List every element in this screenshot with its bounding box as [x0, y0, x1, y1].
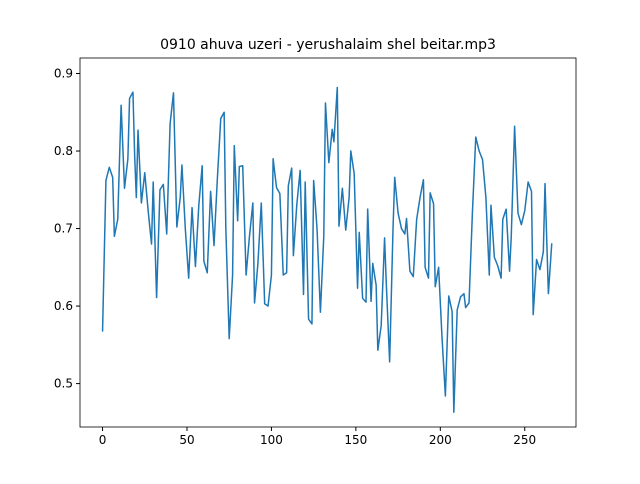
- y-tick-label: 0.5: [54, 377, 73, 391]
- x-tick-label: 200: [429, 433, 452, 447]
- x-tick-label: 250: [513, 433, 536, 447]
- y-tick-label: 0.8: [54, 144, 73, 158]
- plot-frame: [79, 57, 577, 428]
- x-tick-label: 150: [344, 433, 367, 447]
- x-tick-label: 50: [179, 433, 194, 447]
- x-tick-label: 0: [99, 433, 107, 447]
- y-tick-label: 0.6: [54, 299, 73, 313]
- x-tick-label: 100: [260, 433, 283, 447]
- y-tick-label: 0.7: [54, 222, 73, 236]
- data-line: [101, 86, 553, 414]
- chart-title: 0910 ahuva uzeri - yerushalaim shel beit…: [160, 37, 496, 53]
- y-tick-label: 0.9: [54, 67, 73, 81]
